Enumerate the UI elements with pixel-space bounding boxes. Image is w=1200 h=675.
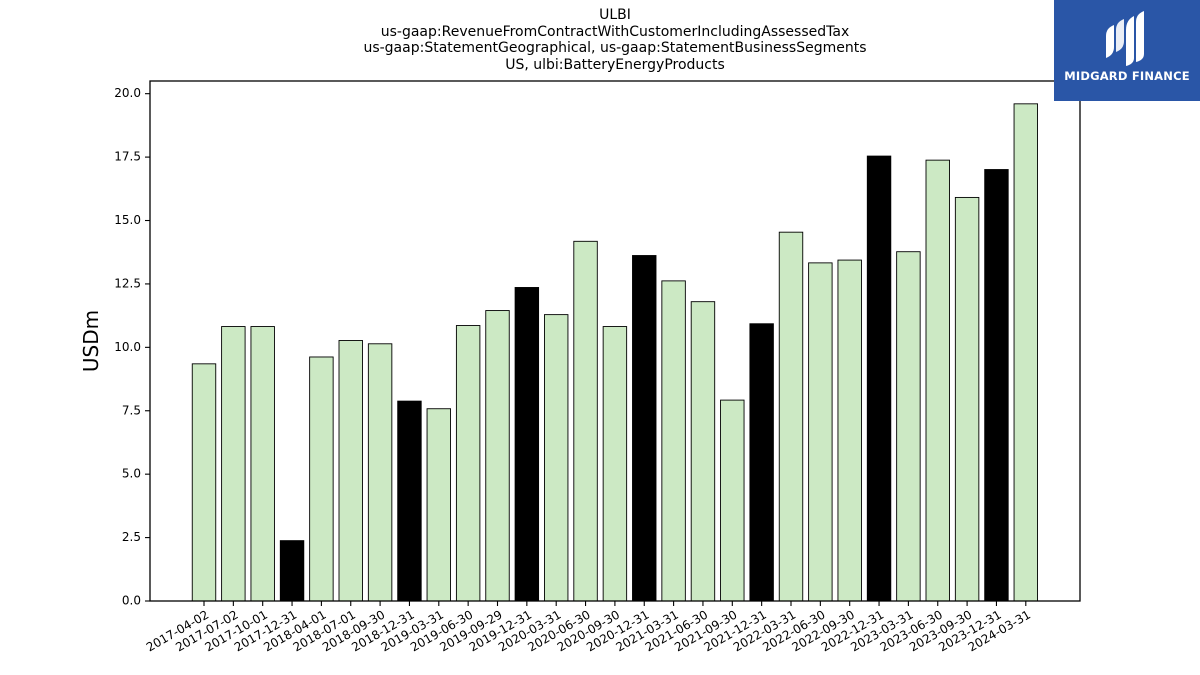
bar-2020-06-30 — [573, 240, 598, 602]
y-tick-label: 17.5 — [114, 150, 141, 164]
bar-2023-12-31 — [984, 169, 1009, 602]
bar-2017-12-31 — [279, 540, 305, 602]
bar-2018-09-30 — [367, 343, 393, 602]
bar-2019-03-31 — [426, 408, 451, 602]
bar-2019-06-30 — [455, 325, 481, 602]
y-tick-label: 7.5 — [122, 403, 141, 417]
bar-2024-03-31 — [1013, 103, 1038, 602]
bar-2019-09-29 — [485, 310, 510, 602]
bar-2021-06-30 — [690, 301, 716, 602]
y-axis-label: USDm — [79, 310, 103, 372]
bar-2021-09-30 — [720, 399, 745, 602]
bar-2023-06-30 — [925, 159, 950, 602]
bar-2023-03-31 — [896, 251, 921, 602]
bar-2018-07-01 — [338, 340, 363, 602]
y-axis: 0.0 2.5 5.0 7.5 10.0 12.5 15.0 17.5 20.0 — [114, 86, 150, 608]
bar-2021-03-31 — [661, 280, 686, 602]
chart-title-line-2: us-gaap:RevenueFromContractWithCustomerI… — [380, 23, 850, 40]
bar-2017-04-02 — [191, 363, 217, 602]
chart-title: ULBI us-gaap:RevenueFromContractWithCust… — [150, 7, 1080, 73]
bar-2023-09-30 — [954, 196, 980, 602]
bar-2020-03-31 — [544, 314, 569, 602]
logo-text: MIDGARD FINANCE — [1064, 69, 1190, 83]
bar-2022-09-30 — [837, 259, 862, 602]
chart-title-line-1: ULBI — [599, 7, 631, 23]
bars-group — [191, 103, 1038, 602]
x-axis: 2017-04-022017-07-022017-10-012017-12-31… — [144, 601, 1033, 655]
bar-2021-12-31 — [749, 323, 774, 602]
logo-mark-icon — [1106, 11, 1144, 66]
bar-2018-04-01 — [309, 356, 334, 602]
bar-2020-09-30 — [602, 326, 628, 602]
brand-logo: MIDGARD FINANCE — [1054, 0, 1200, 101]
chart-title-line-3: us-gaap:StatementGeographical, us-gaap:S… — [363, 40, 867, 56]
bar-2022-12-31 — [866, 155, 892, 602]
y-tick-label: 0.0 — [122, 594, 141, 608]
bar-2020-12-31 — [632, 255, 657, 602]
plot-frame — [149, 80, 1081, 602]
chart-title-line-4: US, ulbi:BatteryEnergyProducts — [505, 56, 725, 73]
y-tick-label: 5.0 — [122, 467, 141, 481]
bar-2017-10-01 — [250, 326, 275, 602]
y-tick-label: 10.0 — [114, 340, 141, 354]
bar-2017-07-02 — [221, 326, 246, 602]
y-tick-label: 12.5 — [114, 276, 141, 290]
bar-2018-12-31 — [397, 400, 422, 602]
bar-2022-06-30 — [808, 262, 833, 602]
bar-2019-12-31 — [514, 287, 540, 602]
y-tick-label: 20.0 — [114, 86, 141, 100]
y-tick-label: 2.5 — [122, 530, 141, 544]
bar-2022-03-31 — [778, 231, 804, 602]
y-tick-label: 15.0 — [114, 213, 141, 227]
